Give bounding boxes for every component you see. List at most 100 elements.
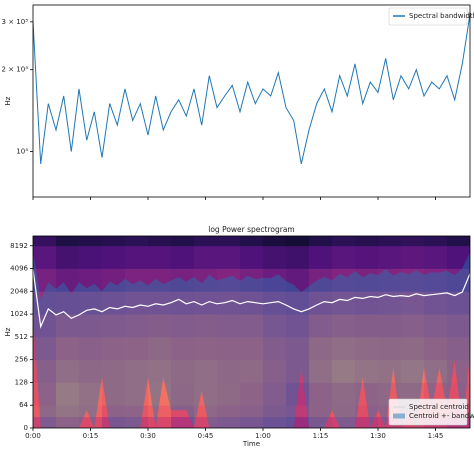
heatmap-cell <box>194 268 218 292</box>
heatmap-cell <box>56 245 80 269</box>
heatmap-cell <box>56 382 80 406</box>
heatmap-cell <box>102 382 126 406</box>
heatmap-cell <box>56 416 80 428</box>
heatmap-cell <box>217 236 241 247</box>
y-tick-label: 2048 <box>10 287 28 295</box>
heatmap-cell <box>171 382 195 406</box>
x-axis-label: Time <box>242 440 260 448</box>
heatmap-cell <box>332 416 356 428</box>
heatmap-cell <box>102 336 126 361</box>
heatmap-cell <box>240 382 264 406</box>
heatmap-cell <box>263 314 287 338</box>
heatmap-cell <box>194 416 218 428</box>
heatmap-cell <box>286 336 310 361</box>
heatmap-cell <box>401 236 425 247</box>
heatmap-cell <box>401 359 425 383</box>
heatmap-cell <box>217 291 241 315</box>
heatmap-cell <box>401 245 425 269</box>
heatmap-cell <box>447 359 470 383</box>
heatmap-cell <box>286 291 310 315</box>
heatmap-cell <box>79 382 103 406</box>
heatmap-cell <box>102 416 126 428</box>
heatmap-cell <box>424 268 448 292</box>
heatmap-cell <box>332 291 356 315</box>
heatmap-cell <box>56 314 80 338</box>
heatmap-cell <box>33 382 57 406</box>
heatmap-cell <box>286 405 310 418</box>
heatmap-cell <box>171 291 195 315</box>
heatmap-cell <box>378 268 402 292</box>
heatmap-cell <box>33 314 57 338</box>
heatmap-cell <box>79 359 103 383</box>
heatmap-cell <box>217 416 241 428</box>
heatmap-cell <box>148 382 172 406</box>
heatmap-cell <box>355 268 379 292</box>
x-tick-label: 0:30 <box>140 432 156 440</box>
heatmap-cell <box>102 314 126 338</box>
heatmap-cell <box>447 245 470 269</box>
heatmap-cell <box>125 382 149 406</box>
heatmap-cell <box>355 416 379 428</box>
heatmap-cell <box>102 236 126 247</box>
heatmap-cell <box>148 245 172 269</box>
heatmap-cell <box>125 291 149 315</box>
heatmap-cell <box>309 236 333 247</box>
heatmap-cell <box>125 268 149 292</box>
heatmap-cell <box>263 382 287 406</box>
heatmap-cell <box>263 268 287 292</box>
heatmap-cell <box>263 291 287 315</box>
y-tick-label: 0 <box>24 424 28 432</box>
y-tick-label: 8192 <box>10 242 28 250</box>
x-tick-label: 0:15 <box>83 432 99 440</box>
heatmap-cell <box>286 245 310 269</box>
heatmap-cell <box>355 314 379 338</box>
heatmap-cell <box>355 405 379 418</box>
x-tick-label: 0:45 <box>198 432 214 440</box>
heatmap-cell <box>125 405 149 418</box>
heatmap-cell <box>194 336 218 361</box>
heatmap-cell <box>401 268 425 292</box>
heatmap-cell <box>424 359 448 383</box>
heatmap-cell <box>240 245 264 269</box>
heatmap-cell <box>56 336 80 361</box>
heatmap-cell <box>171 359 195 383</box>
heatmap-cell <box>148 359 172 383</box>
y-tick-label: 256 <box>15 356 29 364</box>
legend-box <box>388 398 468 426</box>
bandwidth-band <box>33 250 470 428</box>
heatmap-cell <box>171 314 195 338</box>
heatmap-cell <box>217 382 241 406</box>
heatmap-cell <box>286 268 310 292</box>
heatmap-cell <box>102 405 126 418</box>
heatmap-cell <box>332 268 356 292</box>
heatmap-cell <box>33 416 57 428</box>
x-tick-label: 1:15 <box>313 432 329 440</box>
legend-label: Centroid +- bandwidth <box>409 412 474 420</box>
heatmap-cell <box>79 314 103 338</box>
y-tick-label: 3 × 10³ <box>2 18 29 26</box>
heatmap-cell <box>217 268 241 292</box>
heatmap-cell <box>171 336 195 361</box>
heatmap-cell <box>125 336 149 361</box>
legend: Spectral bandwidth <box>388 7 474 26</box>
heatmap-cell <box>79 336 103 361</box>
heatmap-cell <box>194 314 218 338</box>
heatmap-cell <box>33 359 57 383</box>
y-tick-label: 10³ <box>16 147 28 155</box>
heatmap-cell <box>56 405 80 418</box>
heatmap-cell <box>240 405 264 418</box>
heatmap-cell <box>171 245 195 269</box>
heatmap-cell <box>240 236 264 247</box>
heatmap-cell <box>309 416 333 428</box>
y-axis-label: Hz <box>4 96 12 105</box>
heatmap-cell <box>355 236 379 247</box>
heatmap-cell <box>263 236 287 247</box>
heatmap-cell <box>309 382 333 406</box>
heatmap-cell <box>148 236 172 247</box>
heatmap-cell <box>217 314 241 338</box>
axes-frame <box>32 235 471 429</box>
legend-swatch <box>393 413 405 419</box>
heatmap-cell <box>171 236 195 247</box>
x-tick-label: 0:00 <box>25 432 41 440</box>
